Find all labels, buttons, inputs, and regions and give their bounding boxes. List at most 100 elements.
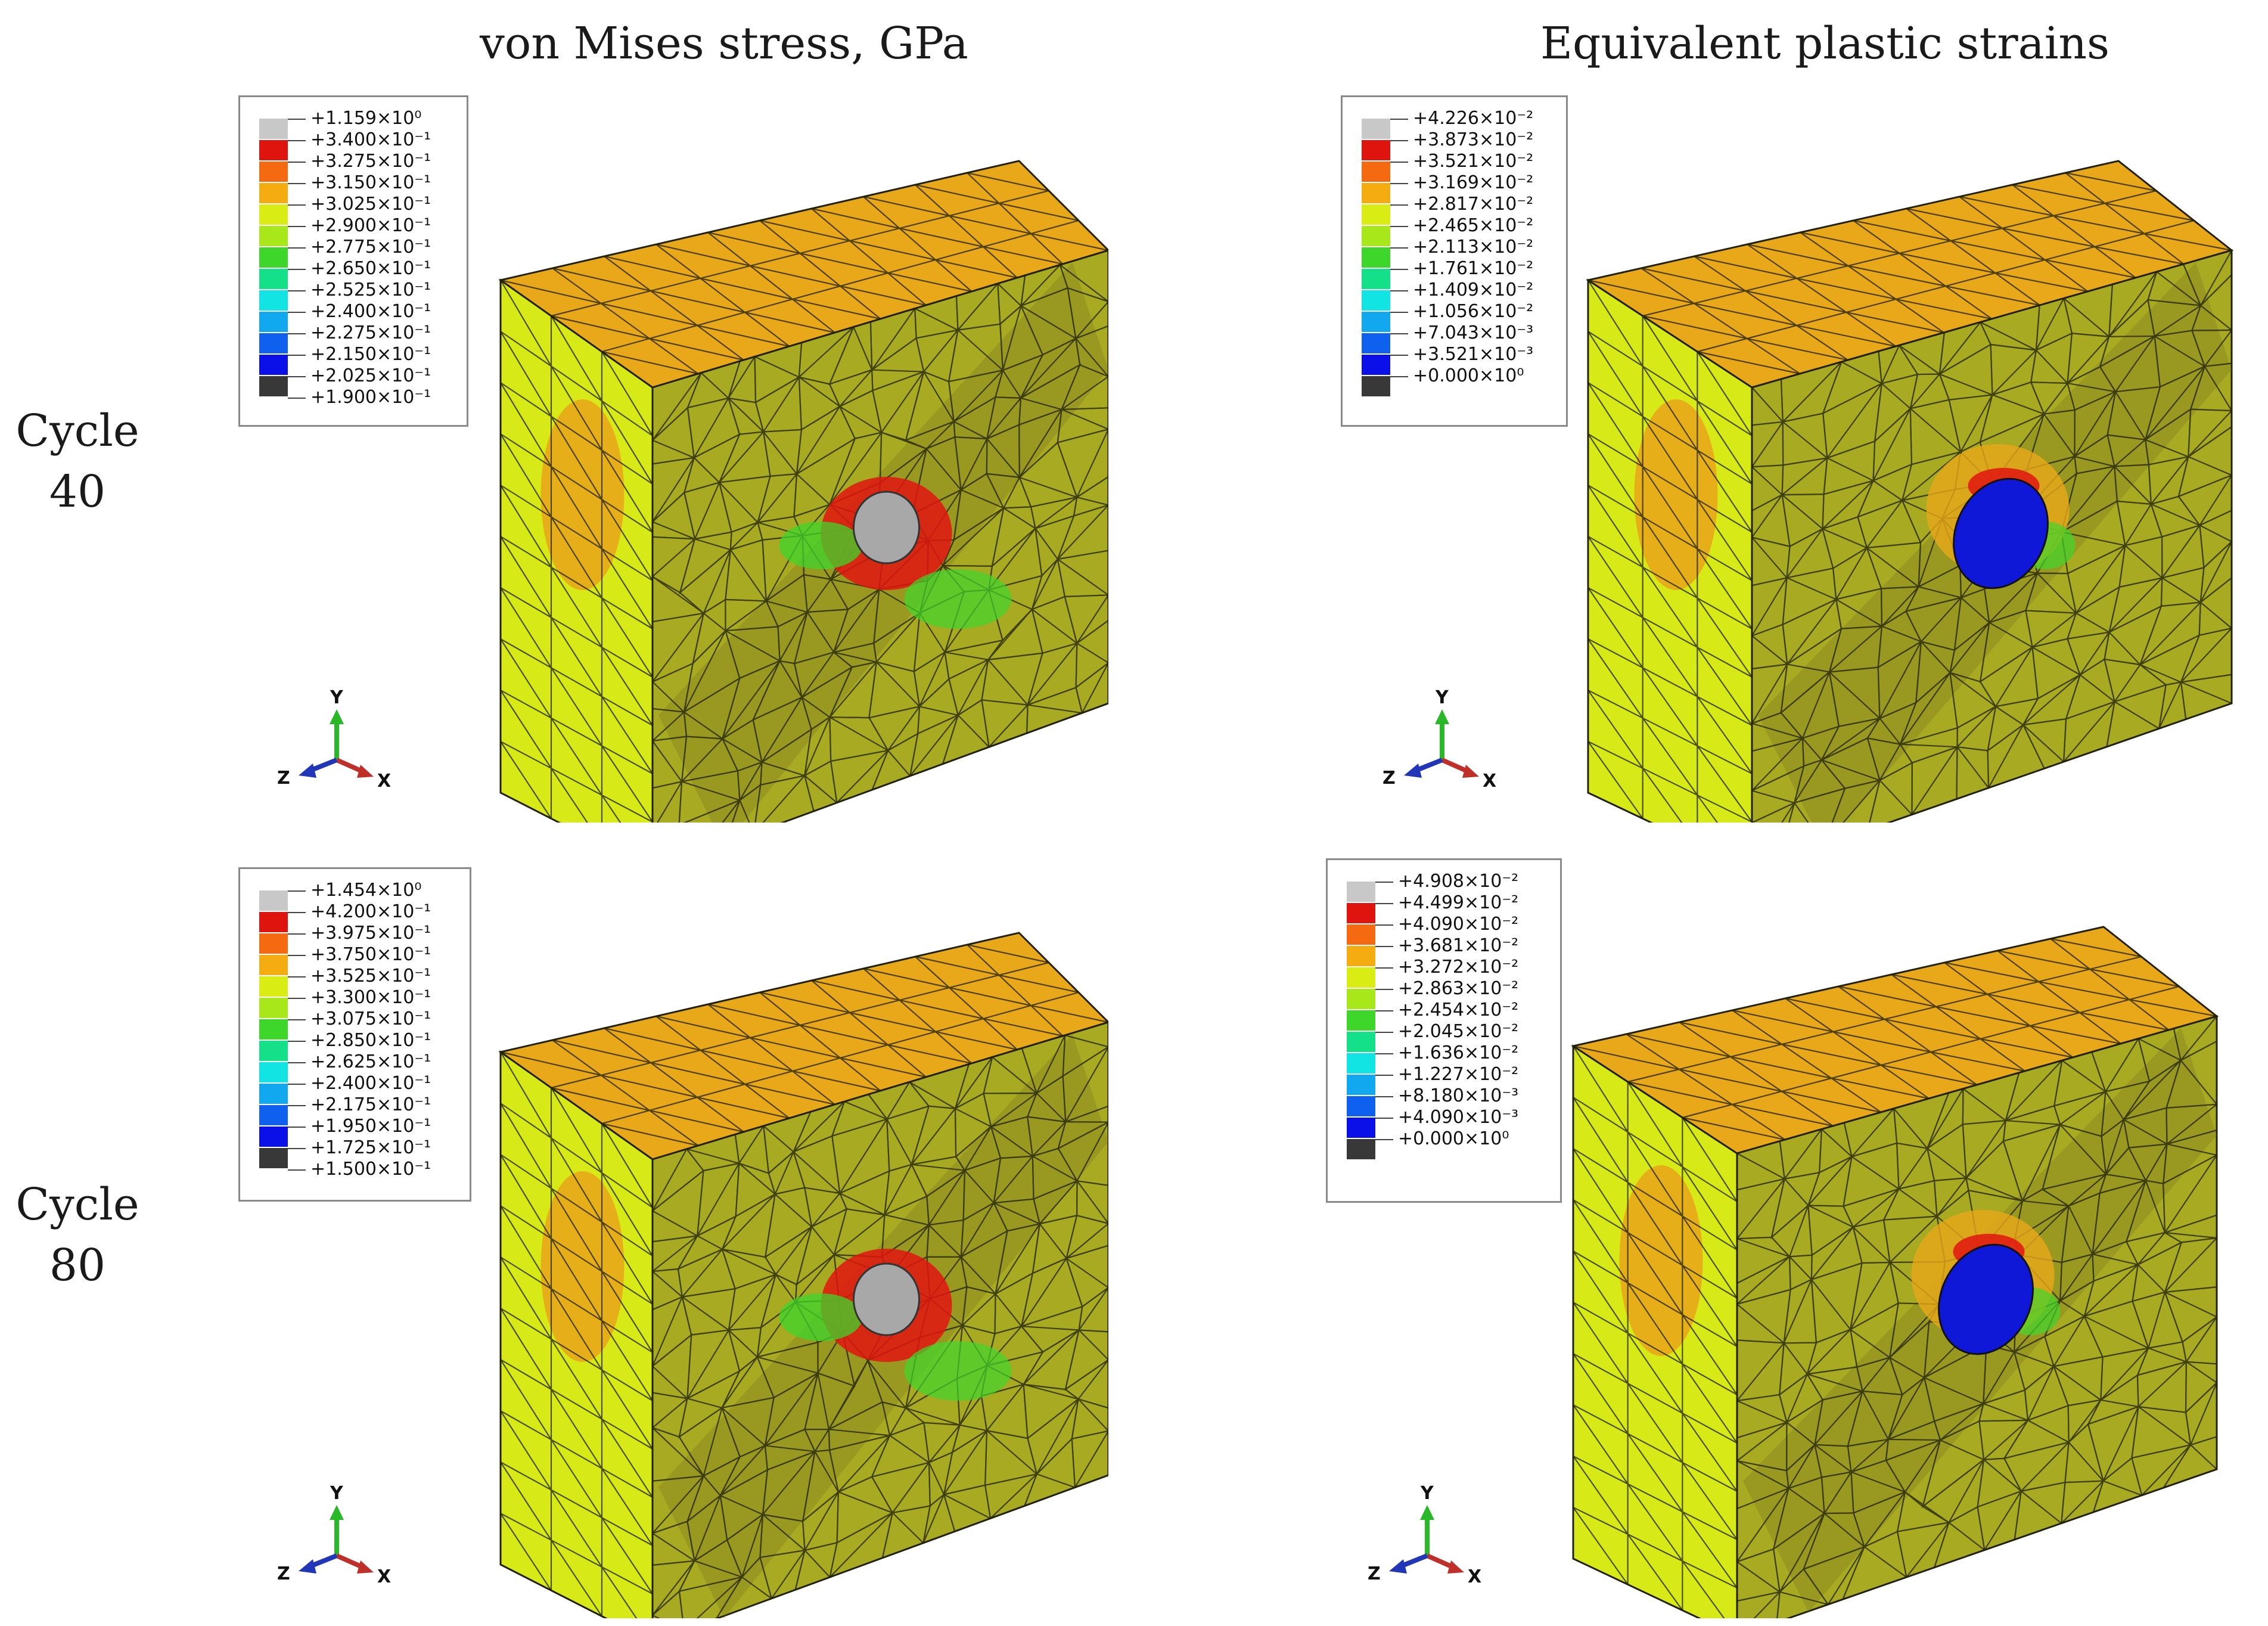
legend-value: +2.400×10⁻¹ (310, 1073, 431, 1094)
legend-tick (1375, 989, 1393, 990)
legend-swatch (1362, 247, 1390, 268)
legend-swatch (259, 162, 288, 182)
legend-swatch (1347, 1075, 1375, 1095)
legend-value: +3.025×10⁻¹ (310, 194, 431, 215)
legend-tick (288, 890, 306, 892)
legend-value: +3.681×10⁻² (1398, 935, 1519, 956)
axis-triad: Y X Z (1382, 687, 1496, 792)
mesh-lines (1587, 160, 2233, 823)
legend-swatch (1362, 333, 1390, 353)
legend-entry: +2.625×10⁻¹ (240, 1051, 470, 1073)
legend-entry: +3.750×10⁻¹ (240, 944, 470, 966)
legend-swatch (1347, 946, 1375, 966)
legend-entry: +4.499×10⁻² (1328, 892, 1560, 914)
legend-tick (1375, 903, 1393, 904)
legend-tick (1390, 162, 1408, 163)
legend-tick (1390, 247, 1408, 249)
axis-triad: Y X Z (277, 1483, 391, 1587)
legend-value: +3.272×10⁻² (1398, 957, 1519, 978)
z-axis-arrow (309, 1553, 338, 1569)
legend-value: +2.275×10⁻¹ (310, 322, 431, 343)
legend-entry: +8.180×10⁻³ (1328, 1085, 1560, 1107)
legend-swatch (1347, 924, 1375, 945)
legend-entry: +2.275×10⁻¹ (240, 322, 467, 344)
legend-value: +2.817×10⁻² (1413, 194, 1534, 215)
legend-value: +3.275×10⁻¹ (310, 151, 431, 172)
legend-tick (1375, 1032, 1393, 1033)
x-axis-label: X (377, 771, 391, 792)
legend-value: +2.465×10⁻² (1413, 215, 1534, 236)
legend-value: +2.863×10⁻² (1398, 978, 1519, 999)
x-axis-arrow (335, 1553, 365, 1570)
legend-value: +1.636×10⁻² (1398, 1042, 1519, 1063)
legend-swatch (259, 269, 288, 289)
legend-tick (288, 140, 306, 141)
legend-entry: +4.200×10⁻¹ (240, 901, 470, 923)
x-axis-label: X (377, 1566, 391, 1587)
legend-entry: +4.908×10⁻² (1328, 871, 1560, 892)
legend-tick (1390, 376, 1408, 377)
legend-swatch (259, 998, 288, 1018)
low-stress-region (904, 569, 1012, 629)
row-label-number: 80 (49, 1240, 106, 1291)
legend-tick (288, 119, 306, 120)
legend-entry: +2.113×10⁻² (1343, 237, 1566, 258)
legend-tick (288, 162, 306, 163)
legend-tick (288, 247, 306, 249)
legend-swatch (259, 226, 288, 246)
legend-entry: +3.873×10⁻² (1343, 129, 1566, 151)
legend-swatch (1347, 1010, 1375, 1031)
inclusion (853, 491, 920, 564)
legend-tick (288, 1084, 306, 1085)
legend-tick (288, 290, 306, 291)
legend-tick (288, 1148, 306, 1149)
legend-value: +4.499×10⁻² (1398, 892, 1519, 913)
legend-value: +2.454×10⁻² (1398, 1000, 1519, 1020)
legend-swatch (1347, 967, 1375, 988)
legend-swatch (1347, 1139, 1375, 1159)
legend-entry: +4.090×10⁻³ (1328, 1107, 1560, 1128)
legend-swatch (259, 890, 288, 911)
low-stress-region (779, 522, 863, 569)
legend-swatch (1347, 989, 1375, 1009)
legend-swatch (259, 247, 288, 268)
legend-value: +3.521×10⁻³ (1413, 344, 1534, 365)
legend-swatch (1362, 269, 1390, 289)
legend-tick (1390, 355, 1408, 356)
legend-entry: +1.056×10⁻² (1343, 301, 1566, 322)
legend-tick (1390, 290, 1408, 291)
legend-value: +4.200×10⁻¹ (310, 901, 431, 922)
legend-entry: +4.226×10⁻² (1343, 108, 1566, 129)
legend-swatch (1362, 376, 1390, 396)
legend-entry: +1.636×10⁻² (1328, 1042, 1560, 1064)
legend-value: +2.400×10⁻¹ (310, 301, 431, 322)
legend-entry: +1.950×10⁻¹ (240, 1116, 470, 1137)
legend-tick (288, 398, 306, 399)
color-legend: +1.454×10⁰ +4.200×10⁻¹ +3.975×10⁻¹ +3.750×1… (238, 867, 471, 1202)
legend-entry: +7.043×10⁻³ (1343, 322, 1566, 344)
legend-entry: +2.525×10⁻¹ (240, 280, 467, 301)
legend-value: +2.525×10⁻¹ (310, 280, 431, 300)
legend-value: +4.226×10⁻² (1413, 108, 1534, 129)
legend-swatch (1347, 1053, 1375, 1073)
legend-tick (288, 376, 306, 377)
z-axis-arrow (309, 758, 338, 773)
legend-swatch (1362, 355, 1390, 375)
legend-entry: +2.817×10⁻² (1343, 194, 1566, 215)
legend-entry: +3.525×10⁻¹ (240, 966, 470, 987)
legend-tick (1375, 946, 1393, 947)
legend-entry: +3.272×10⁻² (1328, 957, 1560, 978)
legend-tick (1390, 204, 1408, 206)
legend-value: +2.025×10⁻¹ (310, 365, 431, 386)
legend-swatch (259, 333, 288, 353)
legend-value: +3.300×10⁻¹ (310, 987, 431, 1008)
legend-swatch (1362, 183, 1390, 203)
legend-entry: +3.169×10⁻² (1343, 172, 1566, 194)
legend-swatch (1362, 162, 1390, 182)
legend-value: +3.873×10⁻² (1413, 129, 1534, 150)
legend-swatch (259, 1041, 288, 1061)
legend-value: +3.150×10⁻¹ (310, 172, 431, 193)
z-axis-label: Z (277, 1563, 290, 1584)
legend-entry: +2.454×10⁻² (1328, 1000, 1560, 1021)
legend-value: +1.500×10⁻¹ (310, 1159, 431, 1180)
